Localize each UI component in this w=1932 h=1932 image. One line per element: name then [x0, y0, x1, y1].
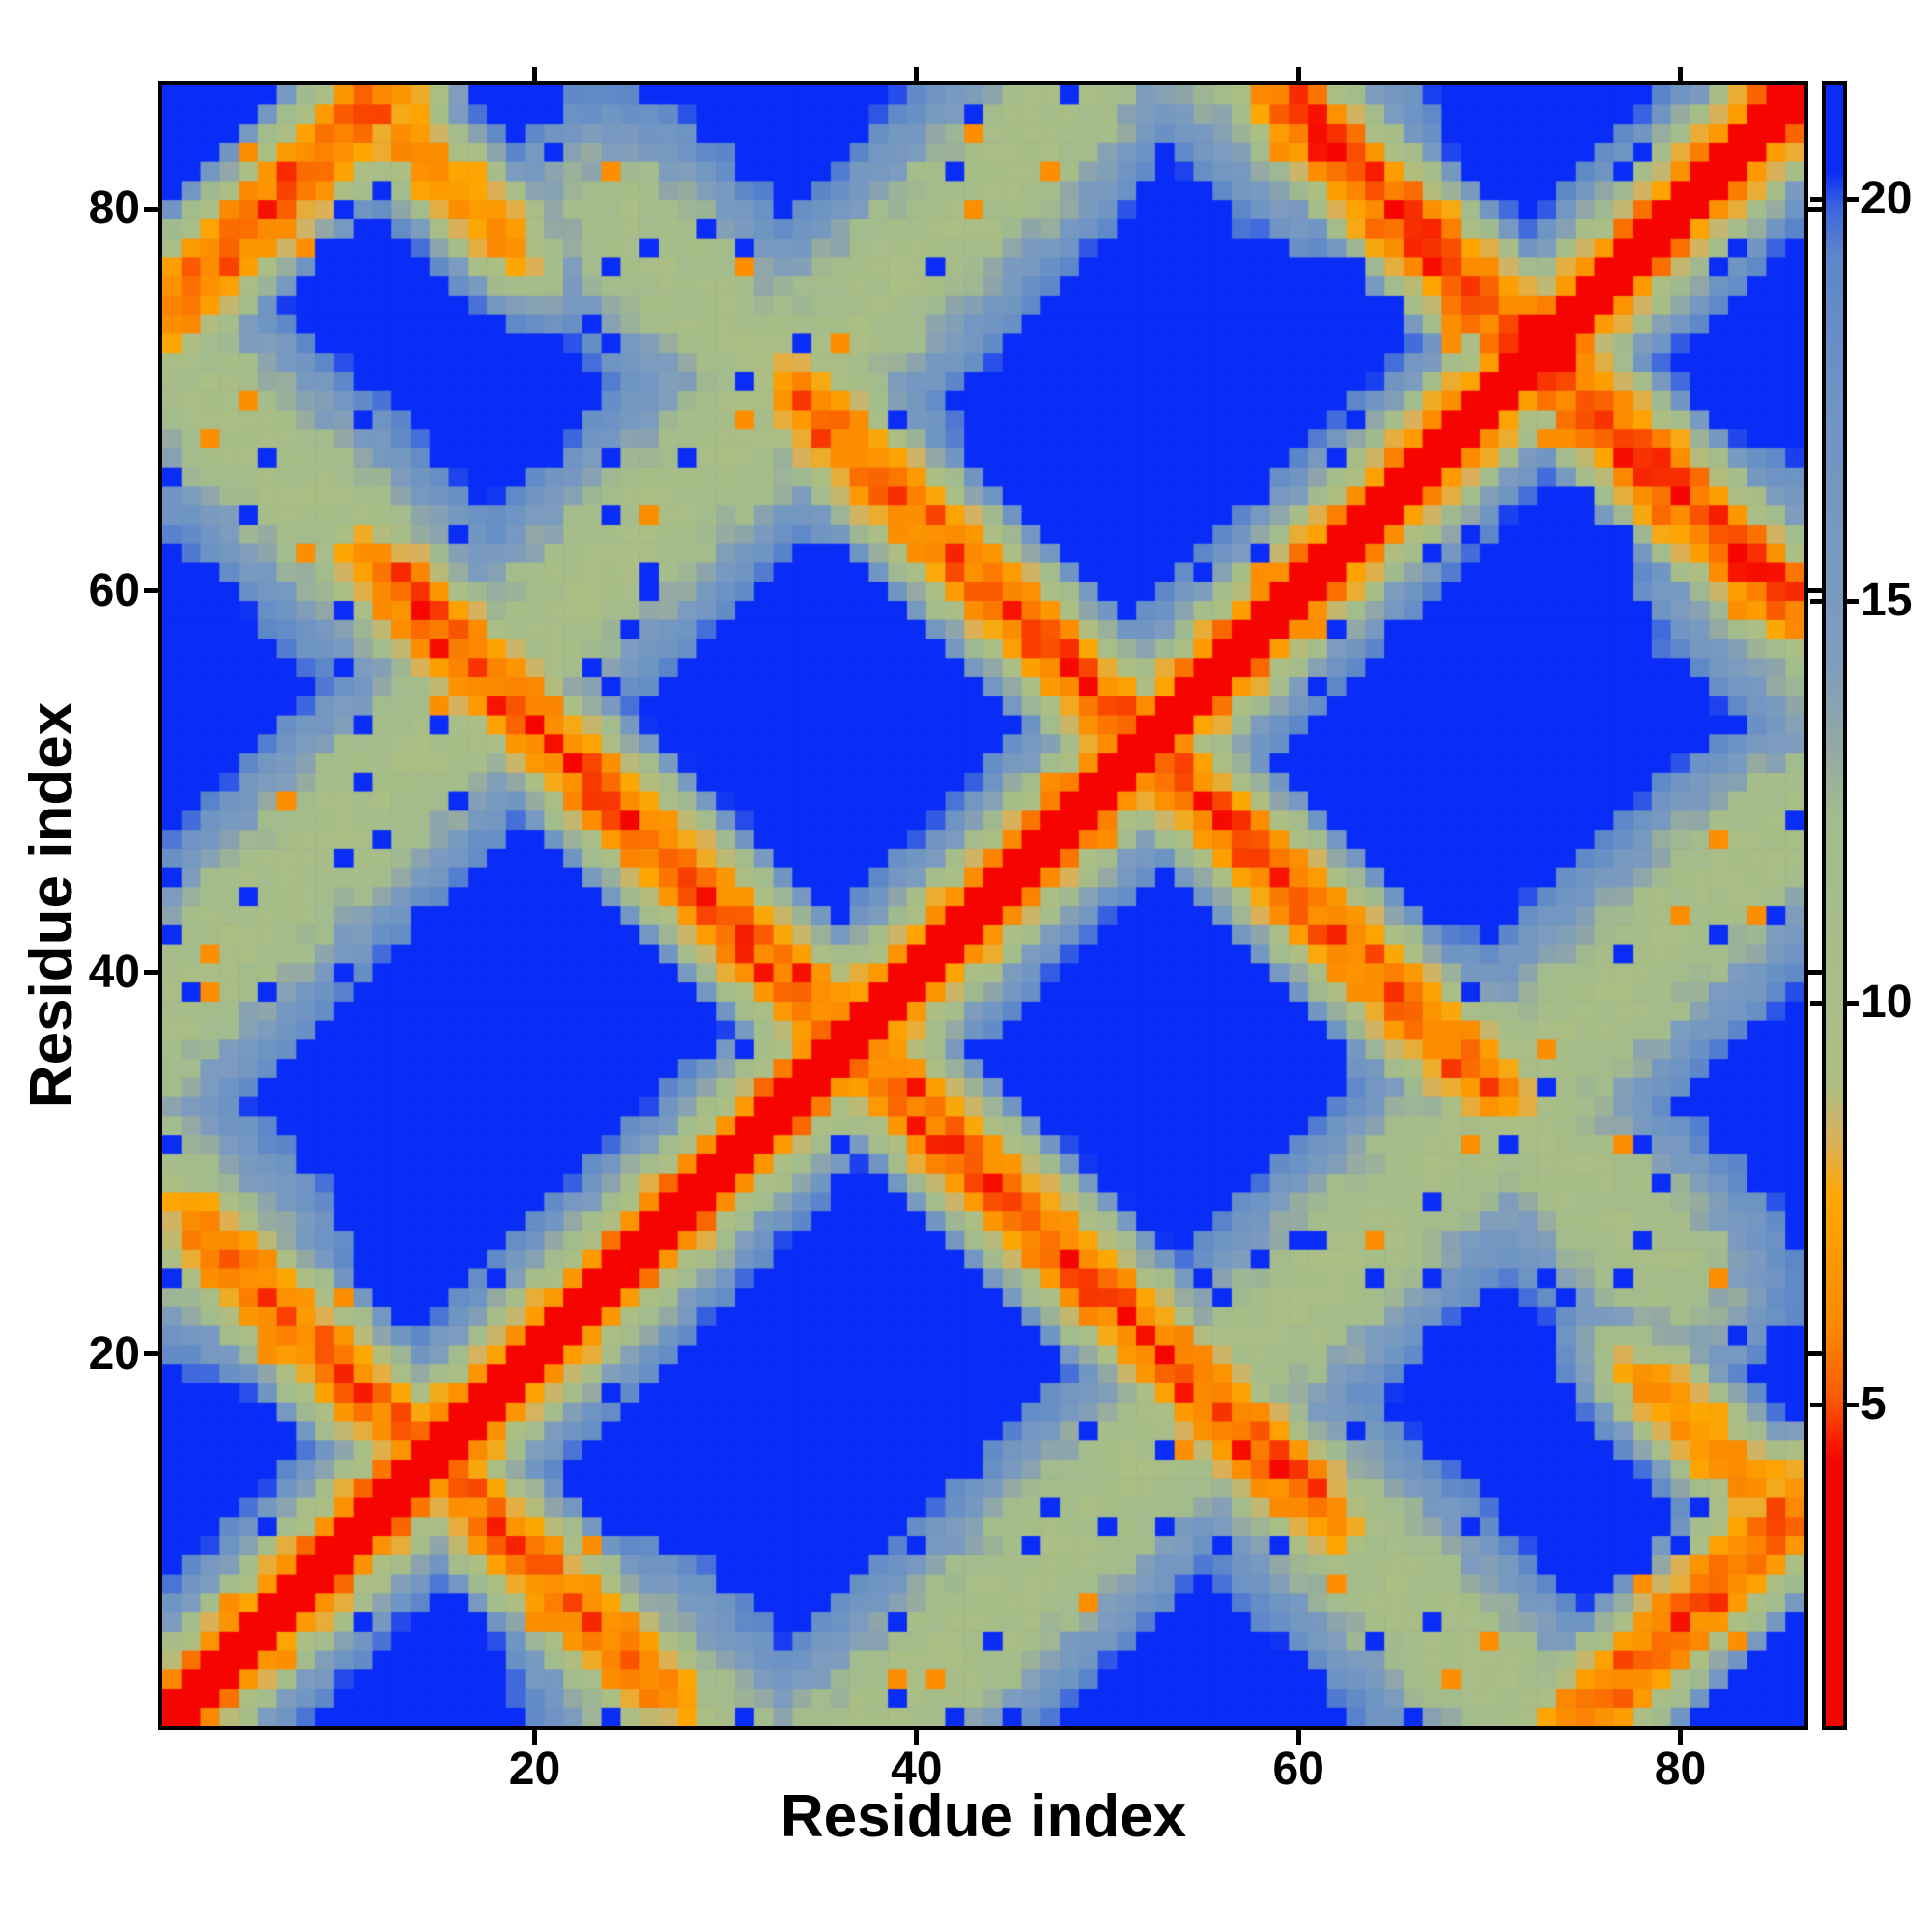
colorbar-tick-left	[1810, 1000, 1822, 1006]
x-tick-label: 20	[508, 1744, 561, 1795]
colorbar-tick-left	[1810, 598, 1822, 604]
colorbar-tick-left	[1810, 196, 1822, 202]
x-axis-title: Residue index	[780, 1783, 1187, 1850]
x-axis-tick	[914, 1730, 920, 1745]
colorbar-gradient	[1826, 85, 1843, 1726]
colorbar-tick-right	[1847, 598, 1859, 604]
x-axis-tick	[1678, 1730, 1683, 1745]
y-tick-label: 20	[88, 1327, 140, 1379]
x-axis-tick-top	[914, 67, 920, 81]
y-tick-label: 80	[88, 183, 140, 235]
colorbar-tick-label: 20	[1861, 173, 1913, 225]
colorbar-tick-label: 15	[1861, 575, 1913, 627]
x-axis-tick-top	[1678, 67, 1683, 81]
colorbar-tick-right	[1847, 196, 1859, 202]
x-axis-tick	[531, 1730, 537, 1745]
colorbar	[1822, 81, 1847, 1730]
heatmap-plot-area	[158, 81, 1808, 1730]
x-axis-tick	[1295, 1730, 1301, 1745]
y-axis-tick-right	[1808, 206, 1823, 212]
y-axis-tick-right	[1808, 970, 1823, 976]
colorbar-tick-right	[1847, 1402, 1859, 1407]
distance-matrix-heatmap	[162, 85, 1804, 1726]
y-tick-label: 60	[88, 564, 140, 616]
colorbar-tick-left	[1810, 1402, 1822, 1407]
y-axis-tick	[144, 1351, 158, 1357]
colorbar-tick-label: 5	[1861, 1378, 1887, 1431]
y-axis-tick	[144, 206, 158, 212]
y-axis-tick	[144, 588, 158, 594]
y-axis-tick	[144, 970, 158, 976]
colorbar-tick-label: 10	[1861, 977, 1913, 1029]
x-tick-label: 60	[1272, 1744, 1324, 1795]
x-tick-label: 40	[891, 1744, 943, 1795]
colorbar-tick-right	[1847, 1000, 1859, 1006]
x-axis-tick-top	[531, 67, 537, 81]
y-axis-tick-right	[1808, 1351, 1823, 1357]
x-axis-tick-top	[1295, 67, 1301, 81]
x-tick-label: 80	[1654, 1744, 1707, 1795]
y-axis-tick-right	[1808, 588, 1823, 594]
y-tick-label: 40	[88, 946, 140, 998]
